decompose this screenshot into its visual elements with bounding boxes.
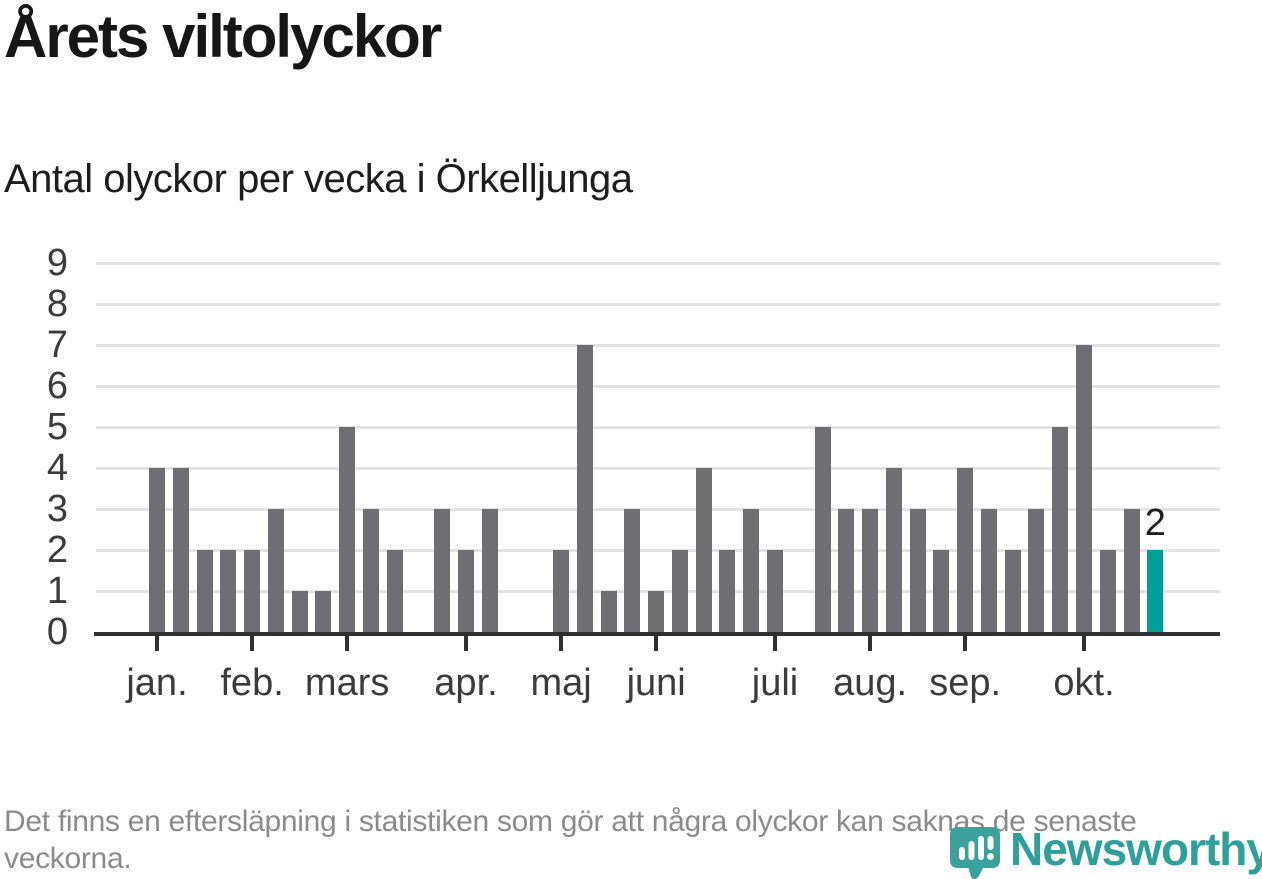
month-label: sep.	[929, 662, 1002, 704]
bar-week	[434, 509, 451, 632]
bar-week	[648, 591, 665, 632]
y-axis-label: 6	[46, 365, 68, 407]
bar-week	[624, 509, 641, 632]
month-tick	[345, 636, 350, 651]
month-label: juni	[626, 662, 686, 704]
bar-week	[767, 550, 784, 632]
bar-week	[1076, 345, 1093, 632]
footnote: Det finns en eftersläpning i statistiken…	[4, 805, 1137, 875]
month-label: aug.	[833, 662, 908, 704]
grid-line	[96, 261, 1220, 265]
y-axis-label: 4	[46, 447, 68, 489]
month-tick	[868, 636, 873, 651]
bar-week	[481, 509, 498, 632]
grid-line	[96, 466, 1220, 470]
month-label: mars	[304, 662, 390, 704]
bar-week	[1004, 550, 1021, 632]
y-axis-label: 3	[46, 488, 68, 530]
bar-week	[149, 468, 165, 632]
bar-week	[719, 550, 736, 632]
y-axis-label: 1	[46, 570, 68, 612]
month-tick	[464, 636, 468, 651]
bar-week	[980, 509, 997, 632]
newsworthy-logo: Newsworthy	[950, 823, 1262, 879]
newsworthy-pin-icon	[950, 827, 1000, 879]
month-label: jan.	[126, 662, 188, 704]
y-axis-label: 7	[46, 324, 68, 366]
bar-week	[933, 550, 950, 632]
bar-week	[814, 427, 831, 632]
bar-week	[743, 509, 760, 632]
x-axis-line	[94, 632, 1220, 636]
bar-week	[1123, 509, 1140, 632]
bar-week	[172, 468, 189, 632]
grid-line	[96, 548, 1220, 552]
month-label: apr.	[434, 662, 498, 704]
month-tick	[963, 636, 968, 651]
bar-week	[386, 550, 403, 632]
y-axis-label: 0	[46, 611, 68, 653]
month-tick	[155, 636, 159, 651]
last-value-label: 2	[1144, 502, 1166, 544]
bar-week	[458, 550, 474, 632]
bar-week	[695, 468, 712, 632]
y-axis-label: 8	[46, 283, 68, 325]
chart-subtitle: Antal olyckor per vecka i Örkelljunga	[4, 157, 633, 201]
bar-chart: 0 1 2 3 4 5 6 7 8 9 jan. feb. mars apr. maj juni juli aug…	[46, 242, 1220, 704]
bar-week	[220, 550, 237, 632]
bar-week	[267, 509, 284, 632]
month-tick	[654, 636, 659, 651]
bar-week	[600, 591, 617, 632]
bar-week	[291, 591, 308, 632]
month-label: okt.	[1053, 662, 1115, 704]
month-tick	[1082, 636, 1087, 651]
bar-week	[862, 509, 879, 632]
bar-week	[553, 550, 570, 632]
bar-week	[244, 550, 261, 632]
month-tick	[559, 636, 564, 651]
grid-line	[96, 384, 1220, 388]
bar-week	[1099, 550, 1116, 632]
grid-line	[96, 343, 1220, 347]
bar-week	[909, 509, 926, 632]
bar-week	[315, 591, 332, 632]
bar-week	[838, 509, 855, 632]
month-tick	[250, 636, 255, 651]
bar-week	[196, 550, 213, 632]
y-axis-label: 9	[46, 242, 68, 284]
grid-line	[96, 425, 1220, 429]
bar-week	[339, 427, 356, 632]
bar-week	[957, 468, 974, 632]
chart-title: Årets viltolyckor	[4, 3, 442, 70]
month-label: maj	[530, 662, 592, 704]
month-tick	[773, 636, 778, 651]
month-label: feb.	[220, 662, 284, 704]
newsworthy-wordmark: Newsworthy	[1010, 823, 1262, 875]
bar-week	[1052, 427, 1069, 632]
bar-week	[1028, 509, 1045, 632]
bar-week	[671, 550, 688, 632]
bar-week	[362, 509, 379, 632]
grid-line	[96, 507, 1220, 511]
bar-week-current	[1147, 550, 1164, 632]
y-axis-label: 5	[46, 406, 68, 448]
bar-week	[576, 345, 593, 632]
y-axis-label: 2	[46, 529, 68, 571]
grid-line	[96, 302, 1220, 306]
bar-week	[885, 468, 902, 632]
month-label: juli	[751, 662, 799, 704]
